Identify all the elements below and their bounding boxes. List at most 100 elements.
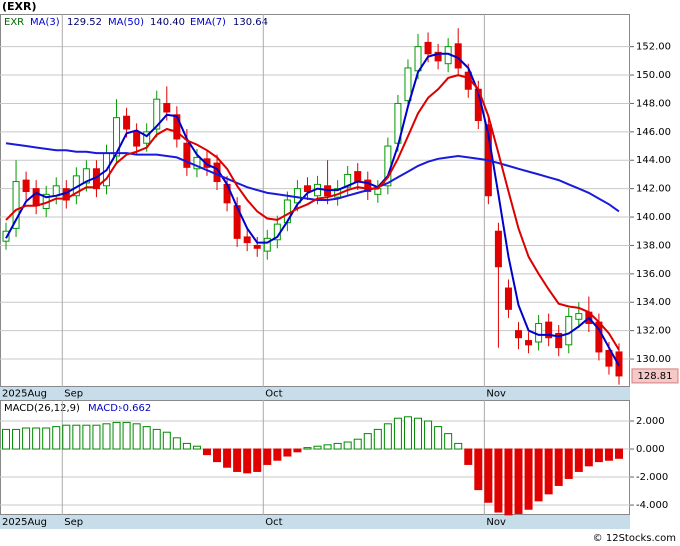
x-tick-label: Sep (64, 389, 83, 400)
macd-bar (464, 448, 473, 465)
candle-body (605, 350, 613, 367)
candle-body (12, 181, 20, 229)
legend-symbol: EXR (4, 17, 24, 28)
candle-body (535, 323, 543, 343)
macd-bar (122, 421, 131, 450)
candle-body (22, 179, 30, 192)
candle-body (575, 313, 583, 320)
macd-bar (293, 448, 302, 453)
macd-bar (333, 442, 342, 450)
macd-bar (42, 427, 51, 450)
x-tick-label: Nov (486, 517, 506, 528)
last-price-box (631, 368, 679, 384)
macd-bar (494, 448, 503, 513)
candle-body (263, 237, 271, 252)
macd-bar (504, 448, 513, 516)
macd-bar (283, 448, 292, 457)
y-tick-label: 138.00 (636, 240, 671, 251)
macd-bar (424, 420, 433, 450)
macd-bar (514, 448, 523, 514)
macd-bar (353, 438, 362, 450)
macd-bar (152, 428, 161, 450)
candle-body (404, 67, 412, 102)
y-tick-label: -4.000 (636, 500, 668, 511)
macd-bar (132, 423, 141, 450)
macd-bar (403, 416, 412, 450)
price-panel (0, 14, 630, 387)
macd-bar (303, 447, 312, 450)
x-tick-label: 2025Aug (2, 517, 47, 528)
legend-value: 129.52 (67, 17, 102, 28)
y-tick-label: 144.00 (636, 155, 671, 166)
macd-bar (454, 442, 463, 450)
candle-body (494, 230, 502, 268)
macd-bar (263, 448, 272, 465)
candle-body (143, 131, 151, 144)
macd-bar (604, 448, 613, 461)
y-tick-label: 134.00 (636, 297, 671, 308)
macd-bar (192, 445, 201, 450)
y-tick-label: 142.00 (636, 184, 671, 195)
macd-bar (444, 433, 453, 450)
macd-bar (213, 448, 222, 463)
macd-bar (182, 442, 191, 450)
macd-bar (142, 426, 151, 450)
chart-title: (EXR) (2, 0, 37, 13)
macd-bar (32, 427, 41, 450)
candle-body (163, 102, 171, 113)
legend-value: 140.40 (150, 17, 185, 28)
y-tick-label: 136.00 (636, 269, 671, 280)
candle-body (525, 340, 533, 346)
candle-body (133, 131, 141, 147)
macd-bar (313, 445, 322, 450)
y-tick-label: 150.00 (636, 70, 671, 81)
macd-bar (12, 428, 21, 450)
candle-body (364, 179, 372, 192)
date-bar (0, 515, 630, 529)
candle-body (545, 321, 553, 339)
macd-value-name: MACD: (88, 403, 121, 414)
macd-bar (162, 431, 171, 450)
y-tick-label: 132.00 (636, 326, 671, 337)
macd-bar (2, 428, 10, 450)
ma-line (5, 74, 620, 351)
legend-name: MA(50) (108, 17, 144, 28)
macd-bar (233, 448, 242, 472)
macd-bar (534, 448, 543, 502)
macd-bar (574, 448, 583, 472)
x-tick-label: Oct (265, 517, 282, 528)
candle-body (515, 330, 523, 339)
macd-bar (594, 448, 603, 463)
macd-bar (373, 428, 382, 450)
candle-body (32, 188, 40, 207)
macd-bar (414, 417, 423, 450)
candle-body (243, 236, 251, 244)
macd-bar (434, 426, 443, 450)
x-tick-label: 2025Aug (2, 389, 47, 400)
last-price: 128.81 (638, 371, 673, 382)
candle-body (183, 142, 191, 168)
y-tick-label: 148.00 (636, 98, 671, 109)
candle-body (434, 51, 442, 62)
x-tick-label: Oct (265, 389, 282, 400)
candle-body (344, 173, 352, 188)
macd-bar (615, 448, 623, 459)
macd-bar (554, 448, 563, 486)
date-bar (0, 387, 630, 400)
macd-bar (62, 424, 71, 450)
footer: © 12Stocks.com (593, 533, 676, 544)
candle-body (153, 98, 161, 130)
macd-bar (564, 448, 573, 479)
macd-bar (202, 448, 211, 456)
candle-body (303, 185, 311, 192)
x-tick-label: Sep (64, 517, 83, 528)
candle-body (504, 287, 512, 310)
candle-body (82, 168, 90, 184)
y-tick-label: 152.00 (636, 42, 671, 53)
macd-bar (544, 448, 553, 495)
x-tick-label: Nov (486, 389, 506, 400)
macd-bar (383, 423, 392, 450)
candle-body (555, 332, 563, 349)
macd-bar (243, 448, 252, 474)
macd-bar (524, 448, 533, 510)
